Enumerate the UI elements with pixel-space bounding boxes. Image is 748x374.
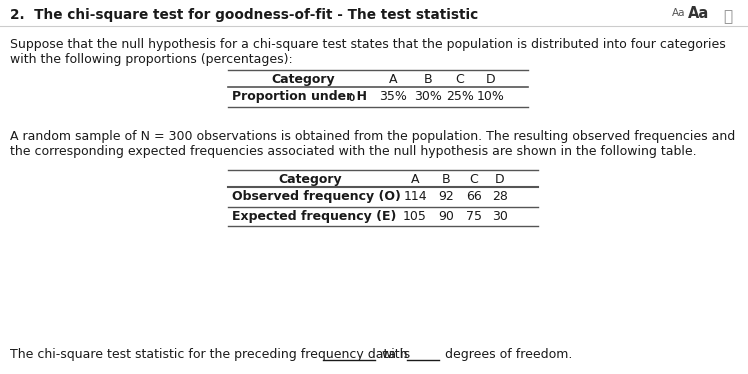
Text: The chi-square test statistic for the preceding frequency data is: The chi-square test statistic for the pr… [10, 348, 410, 361]
Text: Category: Category [278, 173, 342, 186]
Text: A random sample of N = 300 observations is obtained from the population. The res: A random sample of N = 300 observations … [10, 130, 735, 143]
Text: degrees of freedom.: degrees of freedom. [445, 348, 572, 361]
Text: Aa: Aa [688, 6, 709, 21]
Text: Suppose that the null hypothesis for a chi-square test states that the populatio: Suppose that the null hypothesis for a c… [10, 38, 726, 51]
Text: Expected frequency (E): Expected frequency (E) [232, 210, 396, 223]
Text: A: A [411, 173, 419, 186]
Text: 90: 90 [438, 210, 454, 223]
Text: C: C [470, 173, 479, 186]
Text: the corresponding expected frequencies associated with the null hypothesis are s: the corresponding expected frequencies a… [10, 145, 696, 158]
Text: 92: 92 [438, 190, 454, 203]
Text: 28: 28 [492, 190, 508, 203]
Text: ⎓: ⎓ [723, 9, 732, 24]
Text: with: with [381, 348, 408, 361]
Text: Proportion under H: Proportion under H [232, 90, 367, 103]
Text: 35%: 35% [379, 90, 407, 103]
Text: 10%: 10% [477, 90, 505, 103]
Text: Category: Category [272, 73, 335, 86]
Text: 0: 0 [349, 94, 355, 103]
Text: 25%: 25% [446, 90, 474, 103]
Text: 30: 30 [492, 210, 508, 223]
Text: Aa: Aa [672, 8, 685, 18]
Text: 114: 114 [403, 190, 427, 203]
Text: 2.  The chi-square test for goodness-of-fit - The test statistic: 2. The chi-square test for goodness-of-f… [10, 8, 478, 22]
Text: B: B [423, 73, 432, 86]
Text: 66: 66 [466, 190, 482, 203]
Text: C: C [456, 73, 465, 86]
Text: A: A [389, 73, 397, 86]
Text: Observed frequency (O): Observed frequency (O) [232, 190, 401, 203]
Text: B: B [441, 173, 450, 186]
Text: 30%: 30% [414, 90, 442, 103]
Text: D: D [495, 173, 505, 186]
Text: 75: 75 [466, 210, 482, 223]
Text: D: D [486, 73, 496, 86]
Text: with the following proportions (percentages):: with the following proportions (percenta… [10, 53, 292, 66]
Text: 105: 105 [403, 210, 427, 223]
